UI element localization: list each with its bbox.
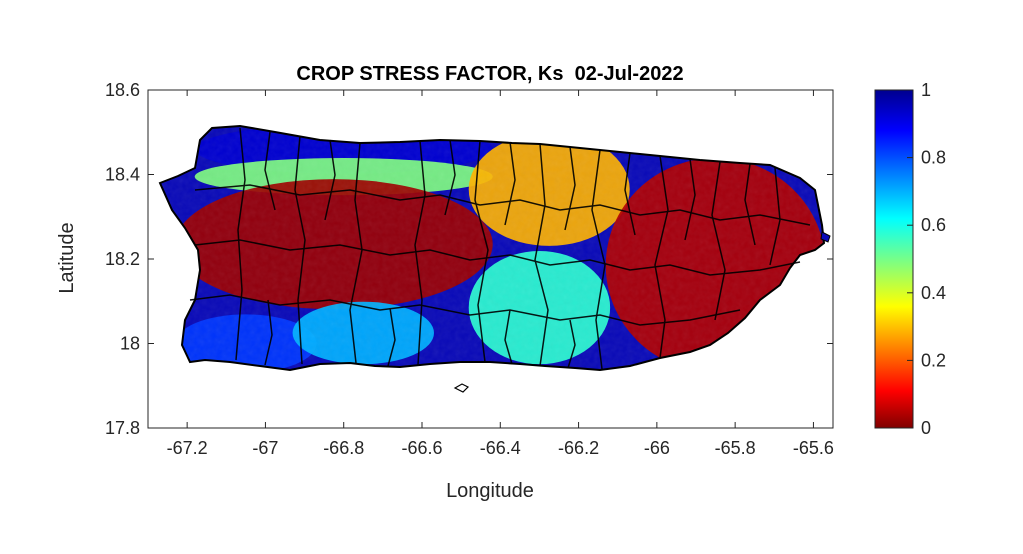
- coast-islet: [453, 383, 470, 393]
- x-tick-label: -65.8: [715, 438, 756, 458]
- y-tick-label: 18.2: [105, 249, 140, 269]
- x-axis-label: Longitude: [446, 480, 534, 502]
- x-tick-label: -66.2: [558, 438, 599, 458]
- x-tick-label: -67: [252, 438, 278, 458]
- y-tick-label: 18.6: [105, 80, 140, 100]
- x-tick-label: -67.2: [167, 438, 208, 458]
- colorbar-tick-label: 0.4: [921, 283, 946, 303]
- colorbar-tick-label: 1: [921, 80, 931, 100]
- coastline: [158, 124, 826, 372]
- colorbar-tick-label: 0.2: [921, 350, 946, 370]
- colorbar-tick-label: 0.6: [921, 215, 946, 235]
- municipality-boundaries: [189, 127, 811, 370]
- y-tick-label: 18: [120, 334, 140, 354]
- y-tick-label: 18.4: [105, 165, 140, 185]
- colorbar-tick-label: 0: [921, 418, 931, 438]
- colorbar: 0 0.2 0.4 0.6 0.8 1: [874, 80, 946, 438]
- colorbar-gradient: [874, 89, 914, 429]
- y-tick-label: 17.8: [105, 418, 140, 438]
- x-tick-label: -66.6: [401, 438, 442, 458]
- y-axis-label: Latitude: [56, 222, 78, 293]
- coast-islet-east: [820, 231, 831, 243]
- colorbar-tick-label: 0.8: [921, 148, 946, 168]
- x-tick-label: -66.4: [480, 438, 521, 458]
- chart-title: CROP STRESS FACTOR, Ks 02-Jul-2022: [296, 63, 683, 85]
- x-tick-label: -66: [644, 438, 670, 458]
- x-tick-label: -65.6: [793, 438, 834, 458]
- x-tick-label: -66.8: [323, 438, 364, 458]
